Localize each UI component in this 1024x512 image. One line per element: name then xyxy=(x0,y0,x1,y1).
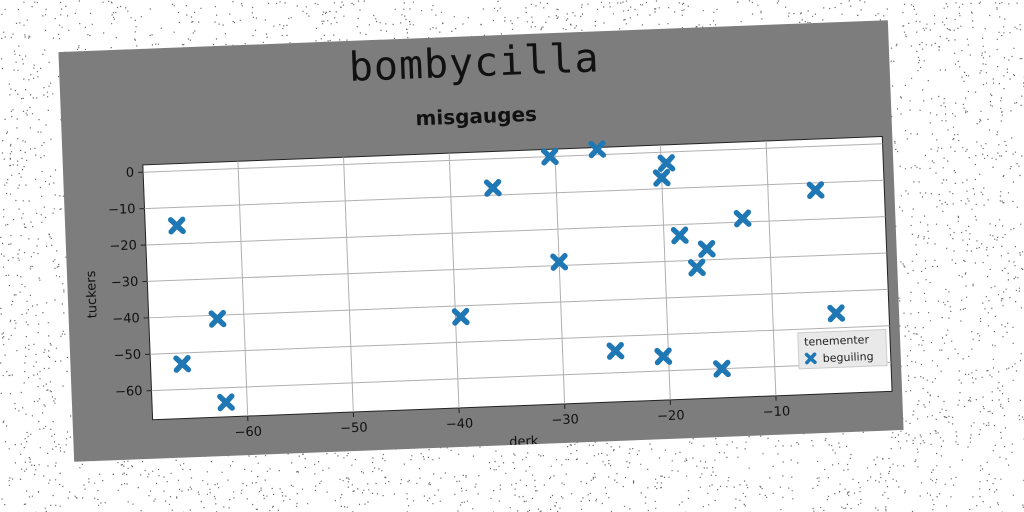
y-tick-label: −10 xyxy=(108,202,136,218)
figure-panel: bombycilla misgauges −60 −50 −40 −30 −20 −10 … xyxy=(58,20,904,462)
y-tick-label: −40 xyxy=(112,311,140,327)
y-grid-line xyxy=(150,325,890,355)
scatter-point xyxy=(588,140,607,159)
scatter-point xyxy=(733,209,752,228)
x-tick-label: −10 xyxy=(763,404,791,420)
legend-entry: beguiling xyxy=(823,350,874,365)
scatter-point xyxy=(550,253,569,271)
scatter-point xyxy=(606,341,625,360)
legend: tenementer beguiling xyxy=(797,329,888,370)
plot-area xyxy=(142,135,893,421)
scatter-point xyxy=(167,216,186,235)
y-tick-label: −60 xyxy=(115,384,143,400)
legend-box xyxy=(797,329,888,370)
scatter-point xyxy=(540,147,559,166)
scatter-point xyxy=(713,359,731,378)
y-tick-label: 0 xyxy=(126,166,135,181)
scatter-point xyxy=(697,240,716,258)
scatter-point xyxy=(217,393,235,412)
scatter-point xyxy=(670,226,689,245)
y-tick-label: −20 xyxy=(109,238,137,254)
scatter-point xyxy=(451,307,470,326)
x-axis-ticks: −60 −50 −40 −30 −20 −10 xyxy=(234,395,791,441)
scatter-point xyxy=(652,168,671,187)
scatter-point xyxy=(173,354,192,373)
y-grid-line xyxy=(148,288,889,319)
scatter-point xyxy=(827,304,846,323)
x-grid-line xyxy=(343,157,354,413)
scatter-point xyxy=(654,347,673,366)
x-grid-line xyxy=(448,153,460,408)
x-grid-line xyxy=(765,140,777,396)
y-axis-label: tuckers xyxy=(84,270,101,318)
scatter-point xyxy=(208,309,227,328)
y-grid-line xyxy=(147,252,887,282)
scatter-point xyxy=(806,181,825,200)
y-grid-line xyxy=(151,361,891,392)
scatter-point xyxy=(687,258,706,277)
y-grid-line xyxy=(144,179,884,210)
x-grid-line xyxy=(659,145,671,400)
x-tick-label: −60 xyxy=(234,425,262,441)
x-grid-line xyxy=(237,161,249,417)
y-grid-line xyxy=(145,216,886,246)
x-tick-label: −40 xyxy=(446,416,474,432)
grid-lines xyxy=(143,140,891,417)
legend-title: tenementer xyxy=(804,333,870,348)
legend-marker-x-icon xyxy=(804,352,817,365)
y-grid-line xyxy=(143,143,883,173)
x-tick-label: −30 xyxy=(551,412,579,428)
scatter-plot: −60 −50 −40 −30 −20 −10 0−10−20−30−40−50−60 d… xyxy=(84,135,893,450)
x-tick-label: −50 xyxy=(340,420,368,436)
y-axis-ticks: 0 −10 −20 −30 −40 −50 −60 xyxy=(108,166,152,400)
scatter-point xyxy=(483,179,502,197)
x-grid-line xyxy=(554,149,566,404)
y-tick-label: −30 xyxy=(111,275,139,291)
scatter-point xyxy=(657,154,676,172)
y-tick-label: −50 xyxy=(113,348,141,364)
data-points xyxy=(167,140,846,412)
x-tick-label: −20 xyxy=(657,408,685,424)
